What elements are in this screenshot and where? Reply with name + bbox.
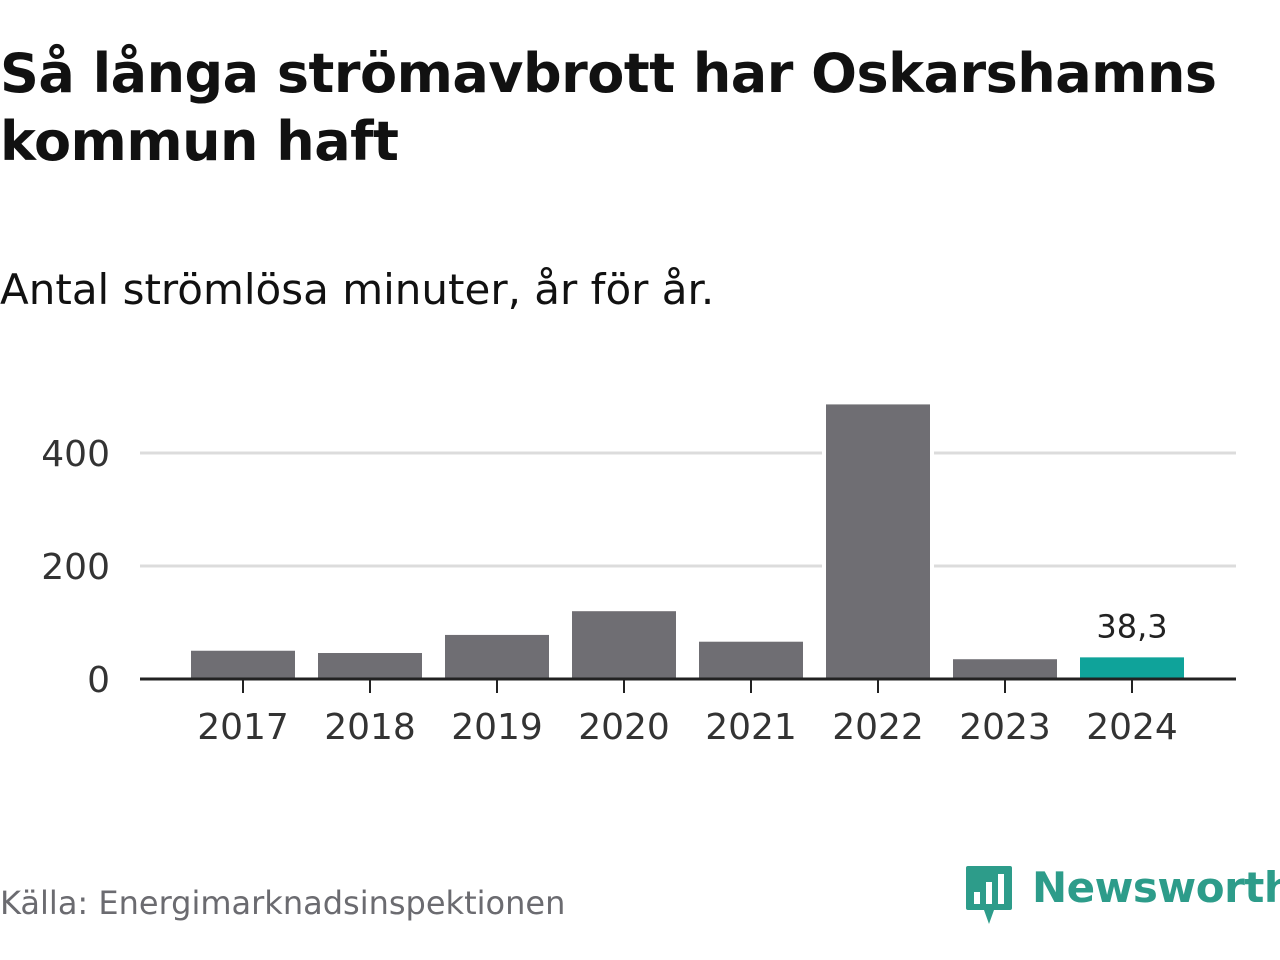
chart-title: Så långa strömavbrott har Oskarshamns ko… — [0, 42, 1217, 173]
chart-subtitle: Antal strömlösa minuter, år för år. — [0, 265, 715, 314]
x-tick-label: 2018 — [324, 707, 416, 748]
y-tick-label: 0 — [87, 660, 110, 701]
x-tick-label: 2017 — [197, 707, 289, 748]
bar-2023 — [953, 659, 1057, 679]
x-tick-label: 2021 — [705, 707, 797, 748]
bar-2022 — [826, 404, 930, 679]
x-tick-label: 2024 — [1086, 707, 1178, 748]
grid-lines — [140, 451, 1236, 568]
bar-2021 — [699, 641, 803, 679]
x-axis — [140, 677, 1236, 693]
bar-2017 — [191, 650, 295, 679]
newsworthy-logo: Newsworthy — [964, 863, 1280, 926]
newsworthy-logo-icon — [966, 866, 1012, 924]
data-label: 38,3 — [1096, 607, 1167, 645]
bar-2020 — [572, 611, 676, 679]
bar-2019 — [445, 634, 549, 679]
y-tick-labels: 0 200 400 — [41, 434, 110, 701]
x-tick-label: 2019 — [451, 707, 543, 748]
source-note: Källa: Energimarknadsinspektionen — [0, 884, 566, 922]
y-tick-label: 200 — [41, 547, 110, 588]
logo-text: Newsworthy — [1032, 863, 1280, 912]
data-labels: 38,3 — [1096, 607, 1167, 645]
bars — [187, 404, 1188, 679]
x-tick-label: 2020 — [578, 707, 670, 748]
bar-2018 — [318, 653, 422, 679]
x-tick-label: 2022 — [832, 707, 924, 748]
bar-chart: 0 200 400 38,3 2017 2018 2019 2020 2021 2022 202… — [41, 404, 1236, 748]
y-tick-label: 400 — [41, 434, 110, 475]
x-tick-labels: 2017 2018 2019 2020 2021 2022 2023 2024 — [197, 707, 1178, 748]
bar-2024 — [1080, 657, 1184, 679]
x-tick-label: 2023 — [959, 707, 1051, 748]
